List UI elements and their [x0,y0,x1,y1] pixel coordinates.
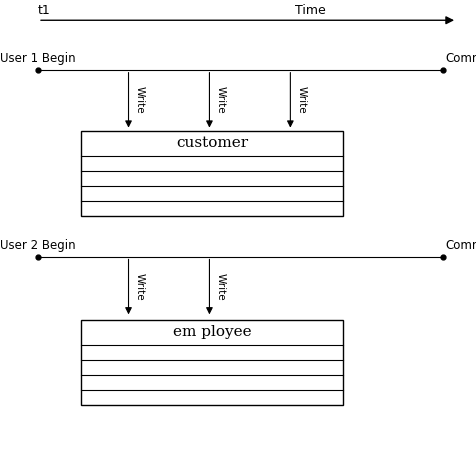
Text: User 2 Begin: User 2 Begin [0,239,76,252]
Text: em ployee: em ployee [172,325,251,339]
FancyBboxPatch shape [81,130,343,216]
Text: Time: Time [295,4,326,17]
Text: Write: Write [297,86,307,114]
Text: Write: Write [216,86,226,114]
Text: Write: Write [135,86,145,114]
Text: Commit: Commit [445,52,476,65]
Text: User 1 Begin: User 1 Begin [0,52,76,65]
Text: customer: customer [176,136,248,150]
Text: Commit: Commit [445,239,476,252]
Text: t1: t1 [38,4,51,17]
Text: Write: Write [216,273,226,301]
FancyBboxPatch shape [81,320,343,405]
Text: Write: Write [135,273,145,301]
